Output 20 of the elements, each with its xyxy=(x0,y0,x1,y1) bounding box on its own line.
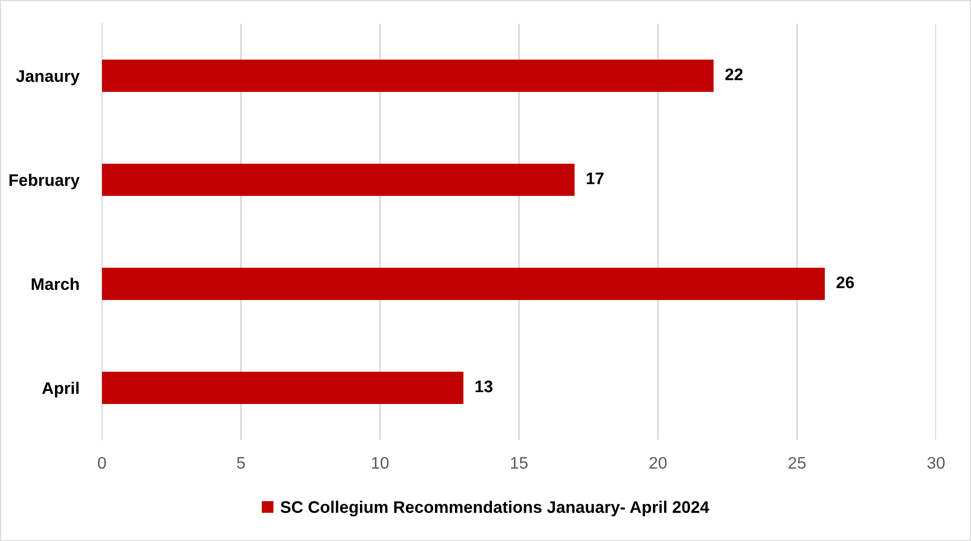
data-label: 26 xyxy=(836,276,854,288)
y-tick-label: February xyxy=(10,174,80,190)
x-tick-label: 15 xyxy=(511,457,528,469)
bar xyxy=(102,372,464,404)
legend-label: SC Collegium Recommendations Janauary- April 2024 xyxy=(280,500,710,516)
y-tick-label: Janaury xyxy=(16,70,80,86)
data-label: 13 xyxy=(476,380,492,392)
data-label: 17 xyxy=(586,172,604,184)
bar xyxy=(102,60,714,92)
x-tick-label: 5 xyxy=(237,457,245,469)
x-tick-label: 0 xyxy=(98,456,106,469)
y-tick-label: April xyxy=(42,382,79,398)
x-tick-label: 25 xyxy=(788,456,806,469)
x-tick-label: 10 xyxy=(372,456,389,469)
x-tick-label: 20 xyxy=(650,456,667,469)
bar xyxy=(102,164,575,196)
bar xyxy=(102,268,825,300)
data-label: 22 xyxy=(725,68,743,80)
y-tick-label: March xyxy=(32,278,79,290)
x-tick-label: 30 xyxy=(927,456,945,469)
